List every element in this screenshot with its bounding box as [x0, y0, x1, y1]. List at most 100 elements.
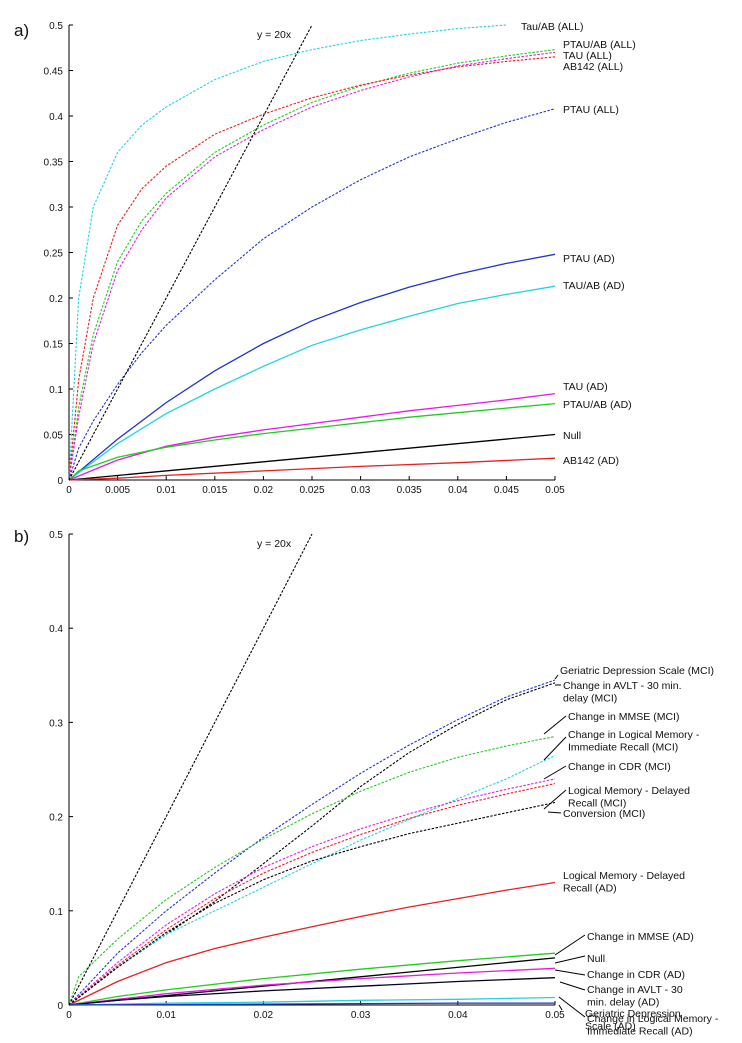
series-label-change-in-avlt-30-min-delay-ad: Change in AVLT - 30: [587, 984, 683, 996]
series-label-geriatric-depression-scale-ad: Scale (AD): [585, 1021, 636, 1033]
series-label-ab142-all: AB142 (ALL): [563, 61, 623, 73]
series-line-y-20x: [68, 533, 313, 1006]
x-tick-label: 0.03: [351, 485, 371, 496]
panel-b-label: b): [14, 527, 29, 546]
x-tick-label: 0.05: [545, 485, 565, 496]
series-line-change-in-cdr-ad: [68, 967, 556, 1006]
series-line-geriatric-depression-scale-ad: [68, 1002, 555, 1006]
y-tick-label: 0.5: [49, 21, 63, 32]
series-label-ptau-all: PTAU (ALL): [563, 104, 619, 116]
y-tick-label: 0.45: [44, 67, 64, 78]
series-label-logical-memory-delayed-recall-ad: Logical Memory - Delayed: [563, 870, 685, 882]
series-label-change-in-mmse-mci: Change in MMSE (MCI): [568, 711, 679, 723]
label-leader-line: [543, 765, 567, 780]
x-tick-label: 0.01: [156, 1010, 176, 1021]
x-tick-label: 0.03: [351, 1010, 371, 1021]
series-label-logical-memory-delayed-recall-ad: Recall (AD): [563, 883, 617, 895]
chart-panel-a: 0 0.005 0.01 0.015 0.02 0.025 0.03 0.035 0.04 0.0…: [44, 21, 636, 496]
label-leader-line: [558, 996, 586, 1018]
series-label-change-in-logical-memory-immediate-recall-ad: Immediate Recall (AD): [587, 1026, 693, 1038]
series-line-ptau-ad: [68, 253, 556, 481]
label-leader-line: [547, 811, 562, 814]
y-tick-label: 0.3: [49, 203, 63, 214]
series-label-change-in-logical-memory-immediate-recall-mci: Immediate Recall (MCI): [568, 742, 678, 754]
series-label-change-in-avlt-30-min-delay-mci: Change in AVLT - 30 min.: [563, 680, 681, 692]
series-line-ptau-ab-ad: [68, 402, 556, 481]
label-leader-line: [559, 981, 586, 991]
series-line-logical-memory-delayed-recall-ad: [68, 881, 556, 1006]
x-tick-label: 0: [66, 485, 72, 496]
label-leader-line: [554, 674, 559, 680]
series-label-geriatric-depression-scale-ad: Geriatric Depression: [585, 1008, 681, 1020]
series-line-change-in-logical-memory-immediate-recall-mci: [68, 754, 556, 1006]
x-tick-label: 0.025: [299, 485, 324, 496]
label-leader-line: [543, 736, 567, 761]
series-label-geriatric-depression-scale-mci: Geriatric Depression Scale (MCI): [560, 665, 714, 677]
label-leader-line: [554, 969, 586, 976]
series-line-change-in-cdr-mci: [68, 778, 556, 1006]
series-label-ptau-ab-all: PTAU/AB (ALL): [563, 39, 636, 51]
x-tick-label: 0.04: [448, 485, 468, 496]
series-line-conversion-mci: [68, 801, 556, 1006]
panel-a-label: a): [14, 21, 29, 40]
y-tick-label: 0: [57, 1001, 63, 1012]
label-leader-line: [543, 789, 567, 810]
y-tick-label: 0.1: [49, 907, 63, 918]
y-tick-label: 0.05: [44, 431, 64, 442]
x-tick-label: 0.035: [397, 485, 422, 496]
series-label-change-in-logical-memory-immediate-recall-mci: Change in Logical Memory -: [568, 729, 700, 741]
x-tick-label: 0.02: [254, 485, 274, 496]
y-tick-label: 0.3: [49, 718, 63, 729]
series-line-change-in-mmse-ad: [68, 952, 556, 1006]
series-line-tau-all: [68, 51, 556, 481]
series-label-change-in-avlt-30-min-delay-ad: min. delay (AD): [587, 997, 659, 1009]
y-tick-label: 0.25: [44, 249, 64, 260]
series-label-change-in-cdr-ad: Change in CDR (AD): [587, 969, 685, 981]
series-label-logical-memory-delayed-recall-mci: Logical Memory - Delayed: [568, 785, 690, 797]
series-line-null: [68, 433, 556, 481]
series-line-y-20x: [68, 24, 313, 481]
label-leader-line: [558, 1004, 563, 1011]
y-tick-label: 0: [57, 476, 63, 487]
y-tick-label: 0.2: [49, 813, 63, 824]
series-line-logical-memory-delayed-recall-mci: [68, 783, 556, 1006]
series-line-change-in-avlt-30-min-delay-ad: [68, 977, 556, 1006]
x-tick-label: 0.045: [494, 485, 519, 496]
series-line-change-in-logical-memory-immediate-recall-ad: [68, 996, 556, 1006]
series-line-ptau-all: [68, 108, 556, 481]
series-line-change-in-avlt-30-min-delay-mci: [68, 682, 556, 1006]
y-tick-label: 0.2: [49, 294, 63, 305]
y-tick-label: 0.1: [49, 385, 63, 396]
x-tick-label: 0.02: [254, 1010, 274, 1021]
x-tick-label: 0: [66, 1010, 72, 1021]
label-leader-line: [554, 934, 586, 956]
y-tick-label: 0.35: [44, 158, 64, 169]
series-label-change-in-logical-memory-immediate-recall-ad: Change in Logical Memory -: [587, 1013, 719, 1025]
y-tick-label: 0.15: [44, 340, 64, 351]
x-tick-label: 0.01: [156, 485, 176, 496]
series-label-tau-all: TAU (ALL): [563, 50, 612, 62]
series-line-tau-ab-all: [68, 24, 507, 481]
series-label-change-in-cdr-mci: Change in CDR (MCI): [568, 761, 671, 773]
series-label-null: Null: [563, 430, 581, 442]
annotation-y-20x: y = 20x: [257, 538, 292, 550]
series-label-ptau-ab-ad: PTAU/AB (AD): [563, 399, 632, 411]
chart-panel-b: 0 0.01 0.02 0.03 0.04 0.05 0 0.1 0.2 0.3 0.4 0.5 y …: [49, 530, 719, 1038]
x-tick-label: 0.005: [105, 485, 130, 496]
y-tick-label: 0.5: [49, 530, 63, 541]
series-line-tau-ad: [68, 392, 556, 481]
series-label-tau-ab-ad: TAU/AB (AD): [563, 280, 625, 292]
x-tick-label: 0.05: [545, 1010, 565, 1021]
y-tick-label: 0.4: [49, 624, 63, 635]
series-line-ptau-ab-all: [68, 49, 556, 481]
series-line-ab142-ad: [68, 457, 556, 481]
series-line-tau-ab-ad: [68, 285, 556, 481]
y-tick-label: 0.4: [49, 112, 63, 123]
annotation-y-20x: y = 20x: [257, 29, 292, 41]
series-label-tau-ad: TAU (AD): [563, 381, 608, 393]
series-line-change-in-mmse-mci: [68, 735, 556, 1006]
series-line-geriatric-depression-scale-mci: [68, 679, 556, 1006]
series-label-change-in-avlt-30-min-delay-mci: delay (MCI): [563, 693, 617, 705]
series-label-ab142-ad: AB142 (AD): [563, 455, 619, 467]
